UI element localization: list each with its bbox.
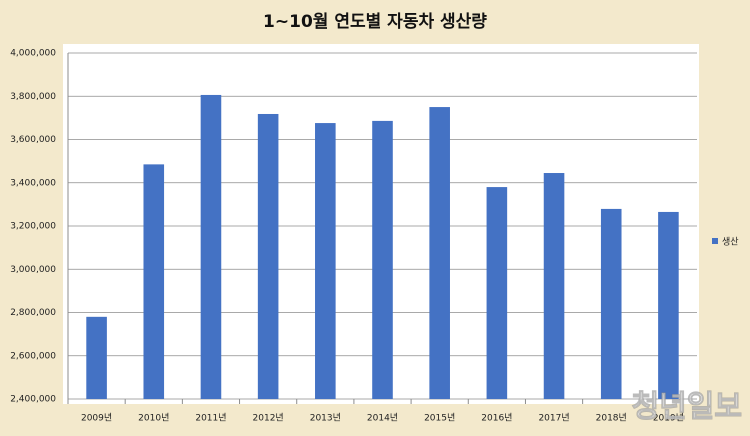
watermark: 청년일보 xyxy=(632,390,742,425)
x-tick-label: 2018년 xyxy=(596,413,627,424)
y-tick-label: 3,600,000 xyxy=(10,135,56,145)
bar xyxy=(372,120,393,399)
legend-label: 생산 xyxy=(722,237,739,248)
x-tick-label: 2019년 xyxy=(653,413,684,424)
x-tick-label: 2012년 xyxy=(253,413,284,424)
y-tick-label: 3,000,000 xyxy=(10,265,56,275)
chart-title: 1~10월 연도별 자동차 생산량 xyxy=(263,12,487,32)
bar xyxy=(600,208,622,399)
bar xyxy=(315,123,336,399)
y-tick-label: 2,800,000 xyxy=(10,308,56,318)
legend-swatch xyxy=(712,238,718,244)
y-tick-label: 3,200,000 xyxy=(10,222,56,232)
bar xyxy=(143,164,165,399)
x-tick-label: 2010년 xyxy=(138,413,169,424)
bar xyxy=(86,316,107,399)
y-tick-label: 4,000,000 xyxy=(10,49,56,59)
x-tick-label: 2015년 xyxy=(424,413,455,424)
x-tick-label: 2009년 xyxy=(81,413,112,424)
bar xyxy=(257,113,279,400)
bar xyxy=(486,187,508,399)
x-tick-label: 2017년 xyxy=(538,413,569,424)
y-tick-label: 3,800,000 xyxy=(10,92,56,102)
bar xyxy=(200,94,222,399)
bar xyxy=(658,211,679,399)
bar xyxy=(429,107,450,399)
y-tick-label: 2,600,000 xyxy=(10,351,56,361)
y-tick-label: 3,400,000 xyxy=(10,178,56,188)
x-tick-label: 2014년 xyxy=(367,413,398,424)
x-tick-label: 2013년 xyxy=(310,413,341,424)
bar xyxy=(543,173,565,399)
x-tick-label: 2016년 xyxy=(481,413,512,424)
y-tick-label: 2,400,000 xyxy=(10,395,56,405)
x-tick-label: 2011년 xyxy=(195,413,226,424)
